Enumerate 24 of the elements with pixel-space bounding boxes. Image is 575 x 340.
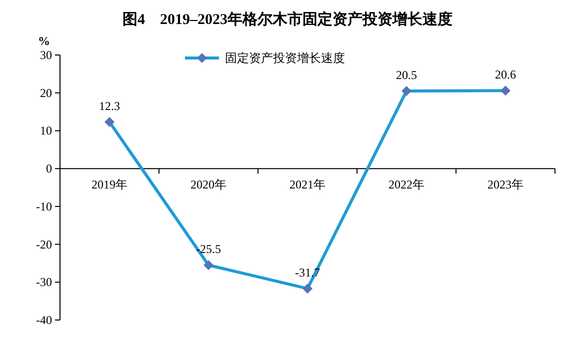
y-tick-label: 0 xyxy=(46,162,52,176)
x-tick-label: 2020年 xyxy=(190,178,226,192)
x-tick-label: 2021年 xyxy=(290,178,326,192)
point xyxy=(500,86,510,96)
y-tick-label: -40 xyxy=(36,313,52,327)
y-tick-label: 10 xyxy=(40,124,52,138)
x-tick-label: 2022年 xyxy=(388,178,424,192)
y-tick-label: -20 xyxy=(36,237,52,252)
x-tick-label: 2023年 xyxy=(488,178,524,192)
y-tick-label: 20 xyxy=(40,86,52,100)
x-tick-label: 2019年 xyxy=(92,178,128,192)
y-tick-label: 30 xyxy=(40,48,52,62)
y-tick-label: -30 xyxy=(36,275,52,290)
y-axis-title: % xyxy=(38,34,50,48)
y-tick-label: -10 xyxy=(36,199,52,214)
point xyxy=(302,284,312,294)
point xyxy=(204,260,214,270)
data-label: 20.5 xyxy=(396,68,417,82)
chart-title: 图4 2019–2023年格尔木市固定资产投资增长速度 xyxy=(122,10,452,28)
legend-label: 固定资产投资增长速度 xyxy=(225,51,345,65)
data-label: 20.6 xyxy=(495,68,516,82)
point xyxy=(104,117,114,128)
data-label: 12.3 xyxy=(99,99,120,114)
point xyxy=(402,86,412,96)
